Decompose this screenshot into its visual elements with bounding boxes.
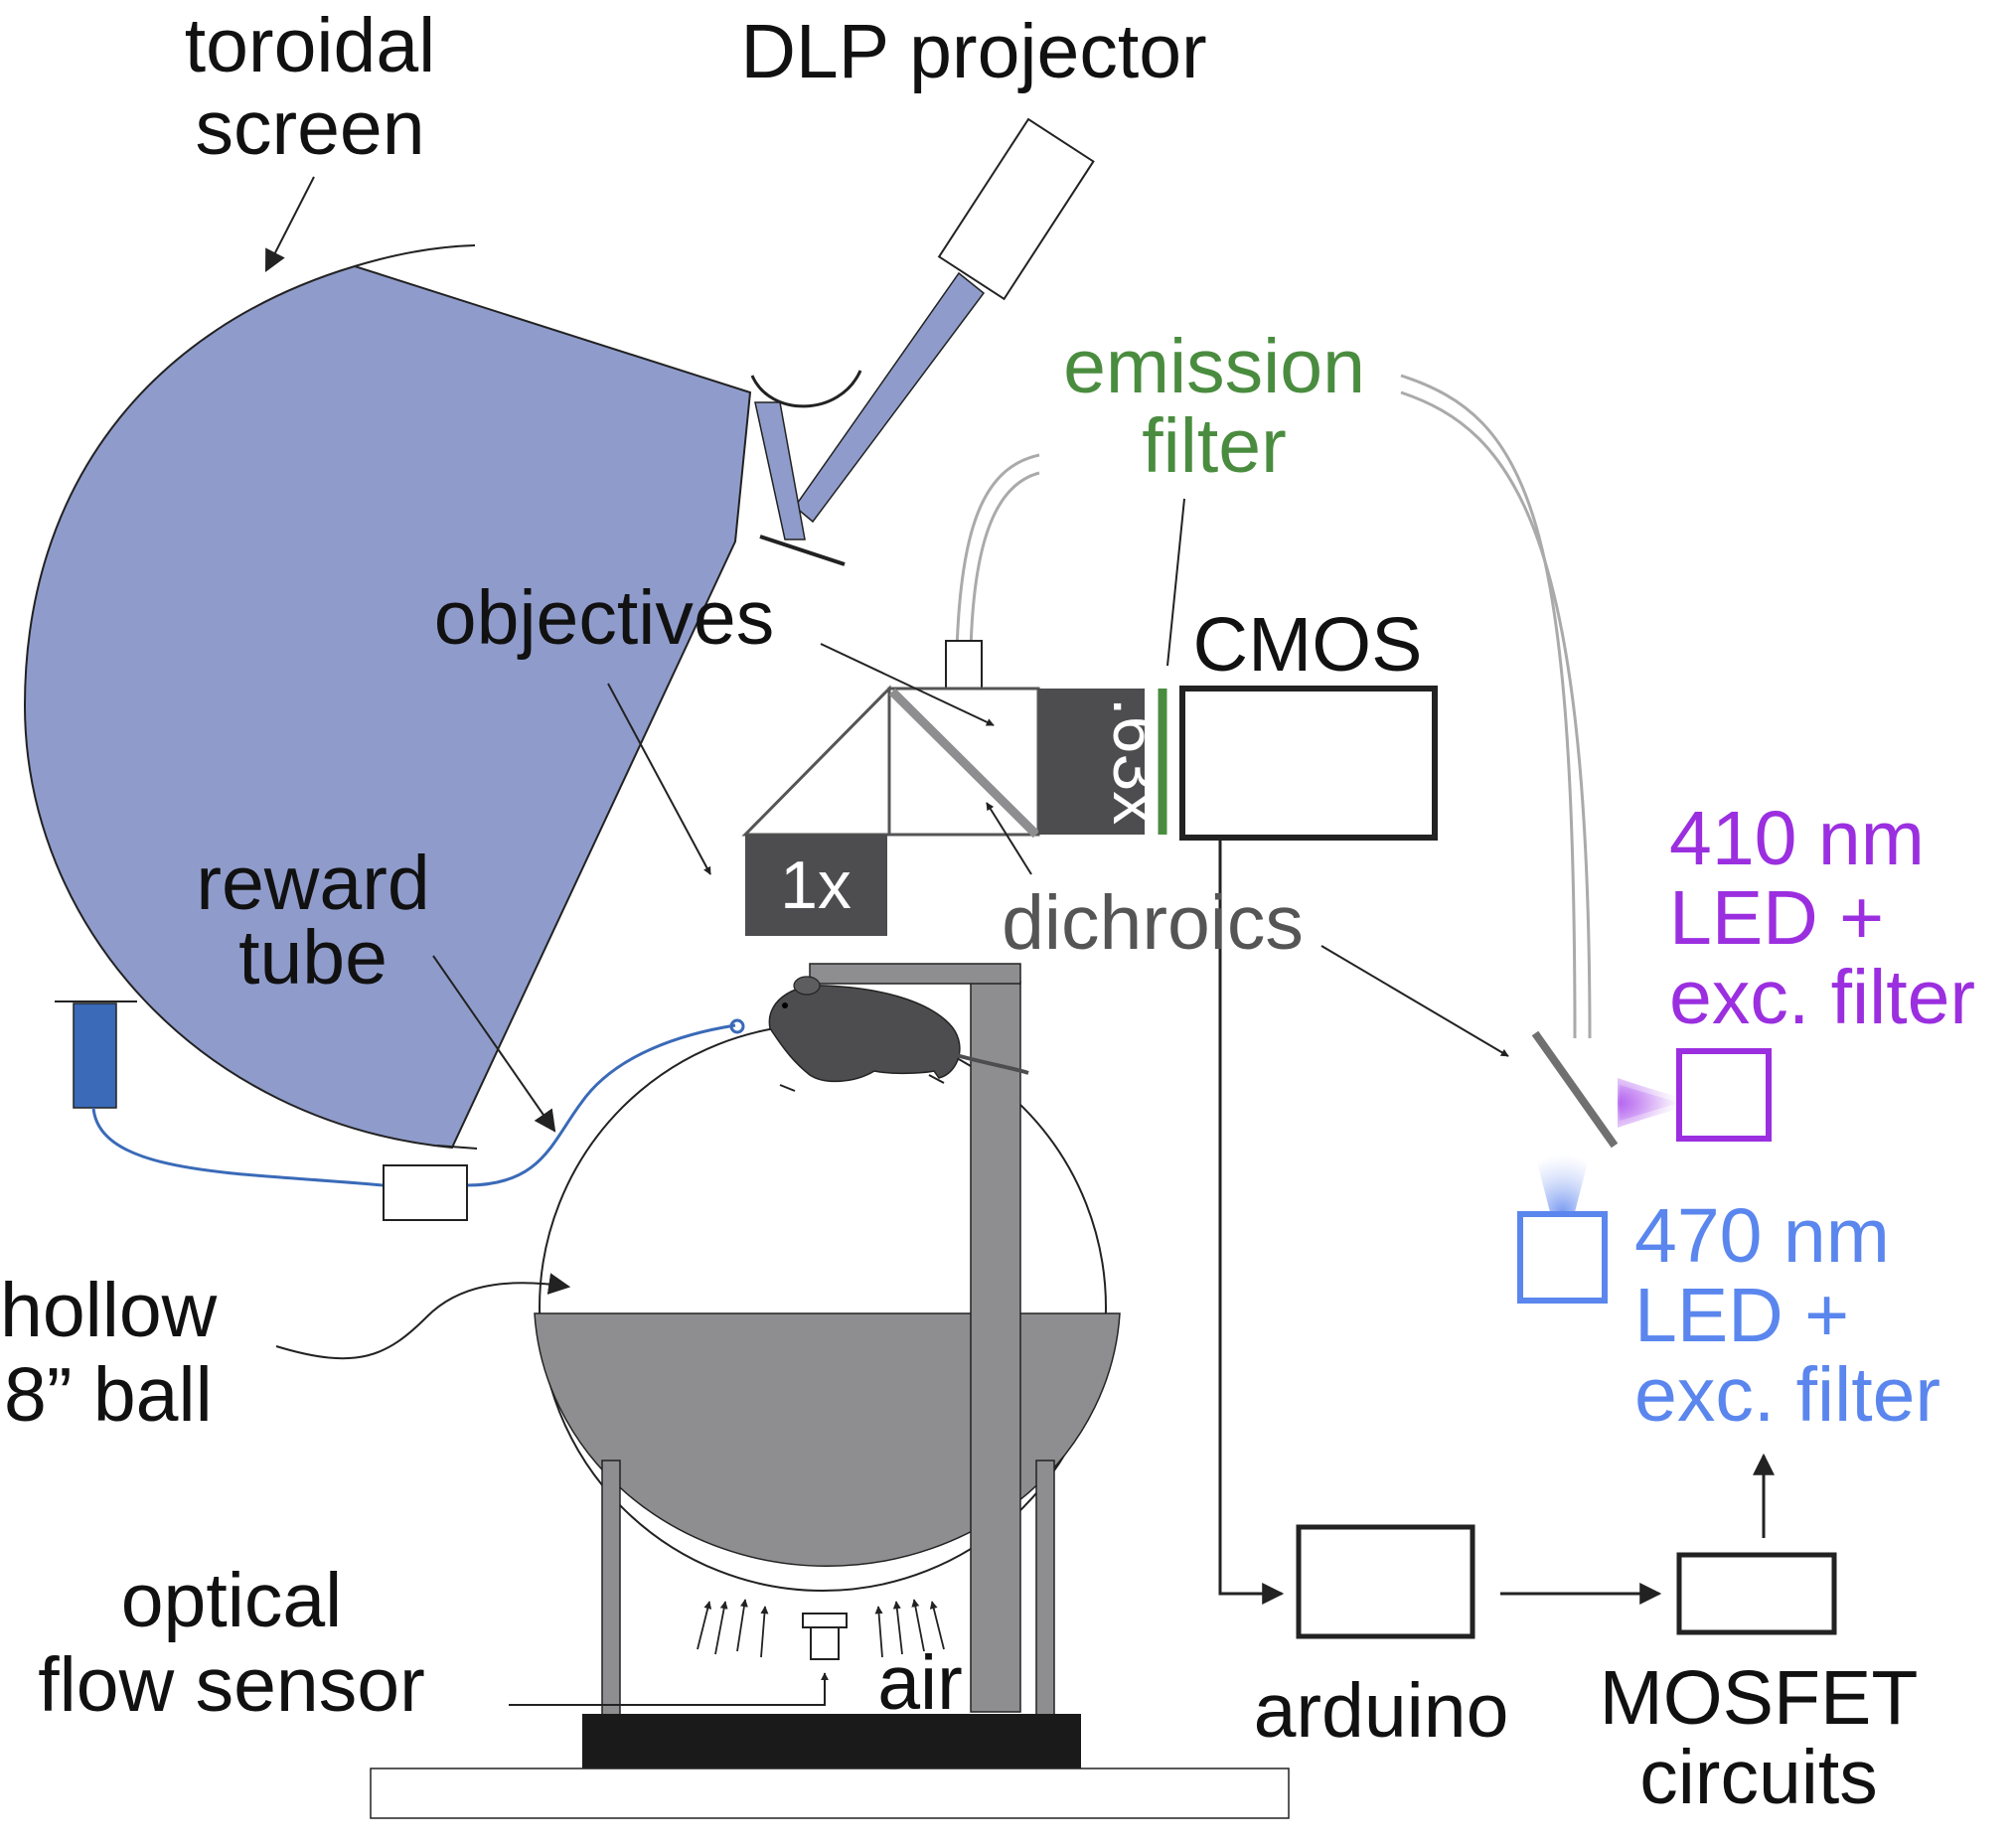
mosfet-box (1676, 1552, 1837, 1635)
screen-top-edge (354, 244, 476, 267)
label-hollow-ball: hollow 8” ball (0, 1268, 218, 1438)
air-flow-arrows (697, 1599, 945, 1658)
base-plate (582, 1714, 1081, 1768)
optical-flow-sensor-device (802, 1613, 848, 1660)
svg-text:circuits: circuits (1639, 1735, 1878, 1820)
svg-text:optical: optical (121, 1558, 343, 1643)
mouse (768, 976, 1029, 1092)
objective-1x-label: 1x (780, 847, 852, 923)
signal-wires (1218, 838, 1775, 1605)
objective-1x (745, 835, 887, 936)
stand-leg-left (601, 1460, 621, 1718)
svg-text:8” ball: 8” ball (4, 1352, 213, 1438)
reward-valve (383, 1164, 468, 1221)
svg-text:MOSFET: MOSFET (1600, 1655, 1919, 1741)
flat-mirror (759, 535, 846, 566)
optical-flow-sensor-pointer (509, 1672, 829, 1706)
dichroic-cube (741, 685, 1040, 839)
air-bowl (534, 1312, 1121, 1567)
reward-system (55, 1000, 745, 1221)
svg-text:hollow: hollow (0, 1268, 218, 1353)
dlp-projector-box (937, 117, 1095, 301)
reward-spout (729, 1018, 745, 1034)
label-cmos: CMOS (1193, 602, 1423, 688)
label-mosfet-circuits: MOSFET circuits (1600, 1655, 1919, 1820)
headfix-post (970, 981, 1021, 1713)
projector-beam (750, 271, 986, 566)
label-led-470: 470 nm LED + exc. filter (1634, 1193, 1940, 1438)
label-led-410: 410 nm LED + exc. filter (1669, 796, 1975, 1040)
stand-leg-right (1035, 1460, 1055, 1718)
led-470-box (1517, 1211, 1608, 1304)
label-objectives: objectives (434, 575, 774, 661)
table (370, 1768, 1290, 1819)
svg-text:LED +: LED + (1634, 1273, 1849, 1358)
svg-text:410 nm: 410 nm (1669, 796, 1925, 881)
label-emission-filter: emission filter (1063, 324, 1365, 489)
led-dichroic-mirror (1531, 1030, 1619, 1149)
svg-text:screen: screen (195, 85, 424, 171)
label-optical-flow-sensor: optical flow sensor (38, 1558, 424, 1728)
svg-text:filter: filter (1142, 403, 1286, 489)
arduino-box (1296, 1524, 1475, 1639)
svg-text:emission: emission (1063, 324, 1365, 409)
screen-projection-area (23, 264, 752, 1150)
label-air: air (877, 1640, 963, 1726)
svg-text:LED +: LED + (1669, 875, 1884, 961)
svg-text:toroidal: toroidal (185, 3, 436, 88)
svg-text:flow sensor: flow sensor (38, 1642, 424, 1728)
svg-text:470 nm: 470 nm (1634, 1193, 1890, 1279)
led-410-box (1676, 1048, 1772, 1142)
screen-bottom-edge (436, 1145, 478, 1150)
svg-text:reward: reward (196, 841, 429, 926)
label-dichroics: dichroics (1002, 880, 1304, 966)
pointer-arrows (264, 176, 1509, 1360)
label-dlp-projector: DLP projector (740, 9, 1206, 94)
label-toroidal-screen: toroidal screen (185, 3, 436, 171)
curved-mirror (750, 370, 862, 408)
headfix-bar (809, 963, 1021, 985)
fiber-connector (945, 640, 983, 690)
fiber-cables (955, 374, 1592, 1039)
svg-text:exc. filter: exc. filter (1669, 955, 1975, 1040)
reward-reservoir (73, 1002, 117, 1109)
reward-tube-line (91, 1023, 736, 1187)
led-410-glow-cone (1618, 1078, 1679, 1128)
toroidal-screen (23, 244, 752, 1150)
svg-text:exc. filter: exc. filter (1634, 1352, 1940, 1438)
label-reward-tube: reward tube (196, 841, 429, 1000)
cmos-camera (1179, 686, 1438, 841)
led-470-glow-cone (1535, 1154, 1590, 1212)
svg-text:tube: tube (238, 915, 388, 1000)
dichroic-mirror (888, 688, 1040, 839)
label-arduino: arduino (1254, 1668, 1509, 1754)
objective-063x (1038, 689, 1145, 835)
